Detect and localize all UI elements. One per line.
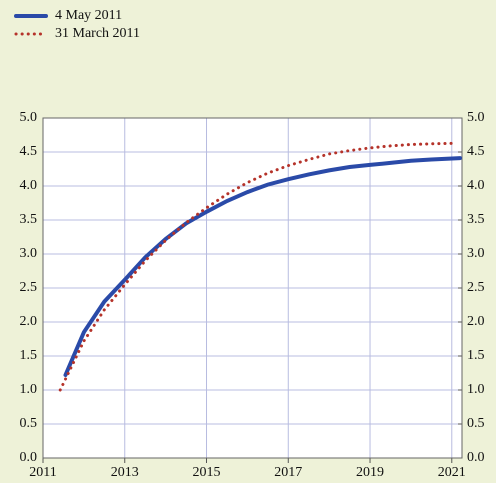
y2-tick-label: 0.5: [467, 416, 485, 431]
x-tick-label: 2013: [111, 465, 139, 480]
y-tick-label: 3.0: [20, 246, 38, 261]
y2-tick-label: 2.0: [467, 314, 485, 329]
series-line: [63, 156, 462, 377]
y2-tick-label: 5.0: [467, 110, 485, 125]
x-tick-label: 2019: [356, 465, 384, 480]
y-tick-label: 2.0: [20, 314, 38, 329]
y2-tick-label: 3.0: [467, 246, 485, 261]
y-tick-label: 5.0: [20, 110, 38, 125]
series-line: [58, 141, 458, 392]
y2-tick-label: 1.5: [467, 348, 485, 363]
y-tick-label: 4.5: [20, 144, 38, 159]
x-tick-label: 2011: [29, 465, 56, 480]
y2-tick-label: 1.0: [467, 382, 485, 397]
y2-tick-label: 4.0: [467, 178, 485, 193]
y-tick-label: 2.5: [20, 280, 38, 295]
x-tick-label: 2015: [193, 465, 221, 480]
legend-label: 31 March 2011: [55, 26, 140, 41]
plot-frame: [42, 117, 463, 459]
y2-tick-label: 2.5: [467, 280, 485, 295]
y2-tick-label: 4.5: [467, 144, 485, 159]
x-tick-label: 2021: [438, 465, 466, 480]
y-tick-label: 1.5: [20, 348, 38, 363]
legend-label: 4 May 2011: [55, 8, 122, 23]
y-tick-label: 4.0: [20, 178, 38, 193]
y2-tick-label: 3.5: [467, 212, 485, 227]
x-tick-label: 2017: [274, 465, 302, 480]
y-tick-label: 0.5: [20, 416, 38, 431]
y-tick-label: 1.0: [20, 382, 38, 397]
y2-tick-label: 0.0: [467, 450, 485, 465]
y-tick-label: 3.5: [20, 212, 38, 227]
y-tick-label: 0.0: [20, 450, 38, 465]
